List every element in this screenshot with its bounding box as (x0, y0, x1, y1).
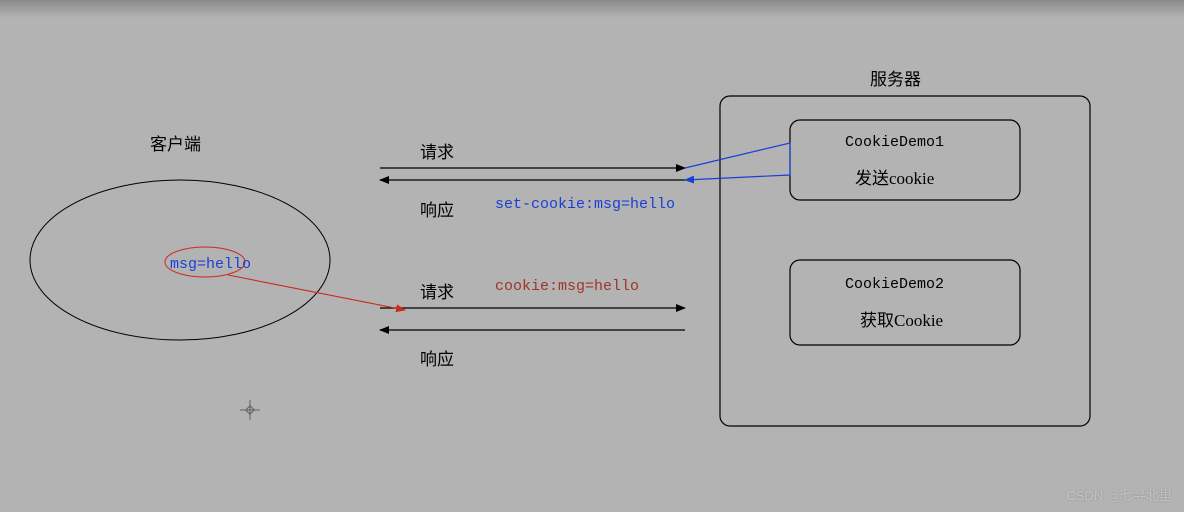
blue-connector (685, 143, 790, 180)
server-title: 服务器 (870, 65, 921, 90)
resp1-sub: set-cookie:msg=hello (495, 196, 675, 213)
req1-label: 请求 (420, 138, 454, 163)
req2-label: 请求 (420, 278, 454, 303)
client-msg-label: msg=hello (170, 256, 251, 273)
top-shadow (0, 0, 1184, 18)
req2-sub: cookie:msg=hello (495, 278, 639, 295)
watermark-text: CSDN @七寻北里 (1066, 485, 1172, 504)
red-connector (228, 275, 405, 310)
resp2-label: 响应 (420, 345, 454, 370)
demo1-line1: CookieDemo1 (845, 134, 944, 151)
demo1-line2: 发送cookie (855, 164, 934, 189)
client-title: 客户端 (150, 130, 201, 155)
demo2-line2: 获取Cookie (860, 306, 943, 331)
demo2-box (790, 260, 1020, 345)
demo2-line1: CookieDemo2 (845, 276, 944, 293)
resp1-label: 响应 (420, 196, 454, 221)
